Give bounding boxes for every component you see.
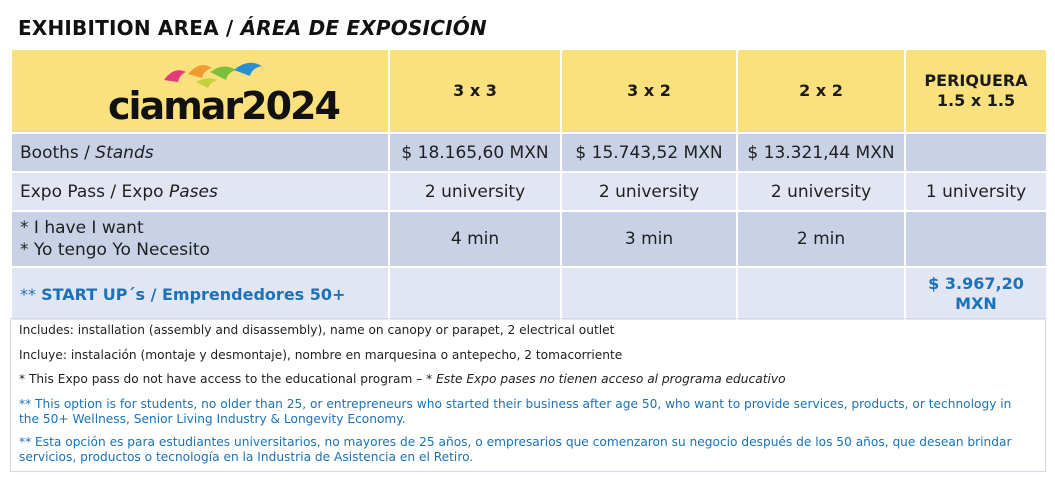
pricing-table: ciamar2024 3 x 3 3 x 2 2 x 2 PERIQUERA 1.… <box>10 48 1048 322</box>
col-header-3x2: 3 x 2 <box>560 48 738 134</box>
birds-icon <box>164 62 262 88</box>
table-row-have-want: * I have I want * Yo tengo Yo Necesito 4 … <box>10 210 1048 268</box>
startup-price: $ 3.967,20 MXN <box>904 266 1048 322</box>
booth-price-2x2: $ 13.321,44 MXN <box>736 132 906 173</box>
col-header-periquera-line2: 1.5 x 1.5 <box>936 91 1016 110</box>
row-label-have-want: * I have I want * Yo tengo Yo Necesito <box>10 210 390 268</box>
note-startup-es: ** Esta opción es para estudiantes unive… <box>19 434 1012 465</box>
have-want-3x2: 3 min <box>560 210 738 268</box>
have-want-3x3: 4 min <box>388 210 562 268</box>
col-header-3x3: 3 x 3 <box>388 48 562 134</box>
note-expo-pass-en: * This Expo pass do not have access to t… <box>19 372 437 386</box>
row-label-booths-en: Booths / <box>20 142 96 163</box>
row-label-expo-en: Expo Pass / Expo <box>20 181 169 202</box>
title-spanish: ÁREA DE EXPOSICIÓN <box>240 16 487 40</box>
note-includes-en: Includes: installation (assembly and dis… <box>19 323 615 337</box>
title-english: EXHIBITION AREA / <box>18 16 241 40</box>
booth-price-3x3: $ 18.165,60 MXN <box>388 132 562 173</box>
booth-price-3x2: $ 15.743,52 MXN <box>560 132 738 173</box>
startup-stars: ** <box>20 284 42 304</box>
logo-wordmark: ciamar2024 <box>108 84 341 128</box>
row-label-booths: Booths / Stands <box>10 132 390 173</box>
ciamar-logo: ciamar2024 <box>108 60 341 130</box>
row-label-expo-es: Pases <box>168 181 218 202</box>
row-label-booths-es: Stands <box>95 142 154 163</box>
have-want-periquera <box>904 210 1048 268</box>
startup-price-currency: MXN <box>955 294 997 313</box>
col-header-periquera-line1: PERIQUERA <box>924 71 1028 90</box>
note-expo-pass-es: Este Expo pases no tienen acceso al prog… <box>436 372 786 386</box>
startup-empty-2x2 <box>736 266 906 322</box>
startup-empty-3x3 <box>388 266 562 322</box>
startup-empty-3x2 <box>560 266 738 322</box>
note-expo-pass: * This Expo pass do not have access to t… <box>19 372 1035 388</box>
row-label-have-want-es: * Yo tengo Yo Necesito <box>20 240 210 260</box>
expo-pass-2x2: 2 university <box>736 171 906 212</box>
note-includes-es: Incluye: instalación (montaje y desmonta… <box>19 347 623 362</box>
note-startup-en: ** This option is for students, no older… <box>19 396 1012 427</box>
notes-box: Includes: installation (assembly and dis… <box>10 318 1046 472</box>
startup-price-amount: $ 3.967,20 <box>928 274 1024 293</box>
have-want-2x2: 2 min <box>736 210 906 268</box>
col-header-2x2: 2 x 2 <box>736 48 906 134</box>
table-row-expo-pass: Expo Pass / Expo Pases 2 university 2 un… <box>10 171 1048 212</box>
expo-pass-3x2: 2 university <box>560 171 738 212</box>
startup-label: START UP´s / Emprendedores 50+ <box>41 284 346 304</box>
row-label-have-want-en: * I have I want <box>20 218 144 238</box>
table-row-startup: ** START UP´s / Emprendedores 50+ $ 3.96… <box>10 266 1048 322</box>
col-header-periquera: PERIQUERA 1.5 x 1.5 <box>904 48 1048 134</box>
header-row: ciamar2024 3 x 3 3 x 2 2 x 2 PERIQUERA 1.… <box>10 48 1048 134</box>
table-row-booths: Booths / Stands $ 18.165,60 MXN $ 15.743… <box>10 132 1048 173</box>
row-label-expo: Expo Pass / Expo Pases <box>10 171 390 212</box>
booth-price-periquera <box>904 132 1048 173</box>
logo-cell: ciamar2024 <box>10 48 390 134</box>
expo-pass-periquera: 1 university <box>904 171 1048 212</box>
page-title: EXHIBITION AREA / ÁREA DE EXPOSICIÓN <box>18 16 487 40</box>
row-label-startup: ** START UP´s / Emprendedores 50+ <box>10 266 390 322</box>
expo-pass-3x3: 2 university <box>388 171 562 212</box>
